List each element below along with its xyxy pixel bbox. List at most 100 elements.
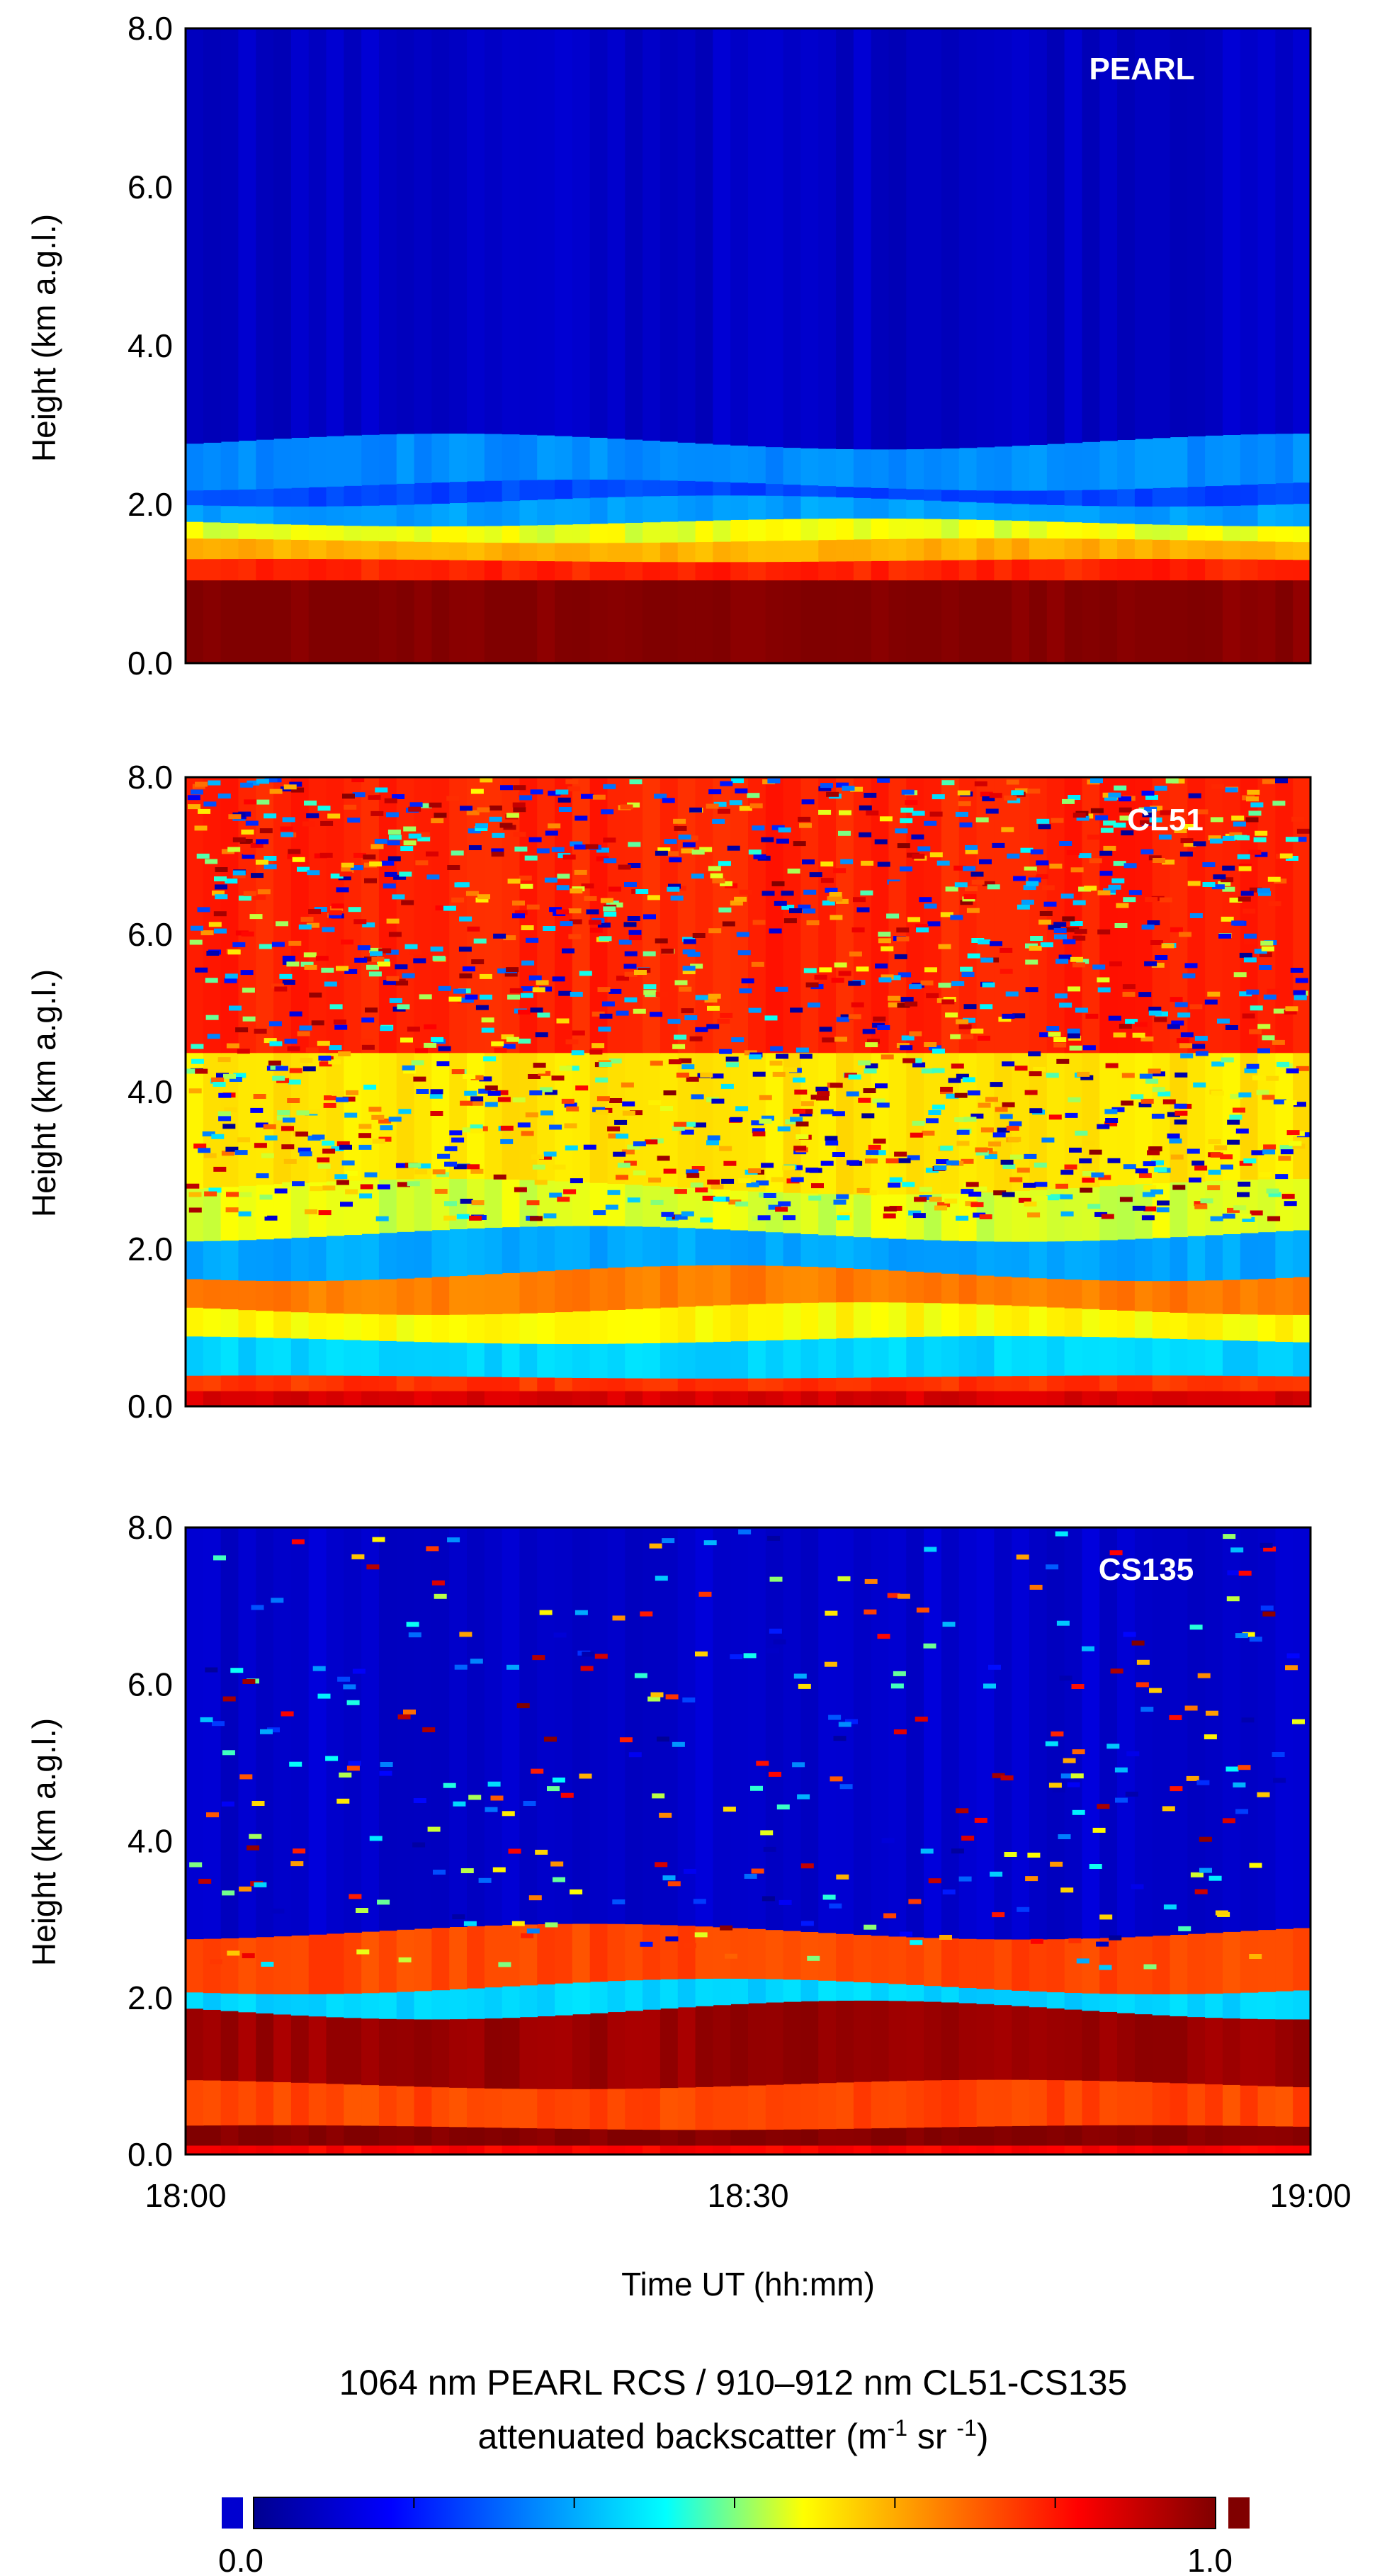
heatmap-cell xyxy=(748,2084,766,2130)
speckle-cell xyxy=(331,1146,344,1151)
speckle-cell xyxy=(1045,1741,1058,1746)
heatmap-cell xyxy=(748,1303,766,1341)
heatmap-cell xyxy=(818,518,837,541)
heatmap-cell xyxy=(976,1275,995,1305)
speckle-cell xyxy=(369,1836,383,1841)
speckle-cell xyxy=(951,1848,964,1854)
heatmap-cell xyxy=(642,1185,661,1227)
speckle-cell xyxy=(1060,893,1074,899)
heatmap-cell xyxy=(800,1390,820,1407)
speckle-cell xyxy=(1014,1066,1028,1071)
speckle-cell xyxy=(864,1578,878,1584)
speckle-cell xyxy=(1141,925,1155,930)
heatmap-cell xyxy=(256,1993,274,2013)
speckle-cell xyxy=(387,829,401,835)
heatmap-cell xyxy=(941,1052,960,1194)
speckle-cell xyxy=(479,1076,492,1082)
speckle-cell xyxy=(628,930,642,935)
heatmap-cell xyxy=(1046,558,1065,581)
speckle-cell xyxy=(1189,1625,1203,1630)
heatmap-cell xyxy=(1187,1527,1206,1934)
speckle-cell xyxy=(959,822,973,827)
heatmap-cell xyxy=(906,538,924,561)
heatmap-cell xyxy=(467,1987,485,2019)
speckle-cell xyxy=(1293,1102,1306,1107)
speckle-cell xyxy=(878,938,891,944)
heatmap-cell xyxy=(853,487,872,498)
heatmap-cell xyxy=(800,1979,820,2001)
heatmap-cell xyxy=(730,445,749,483)
speckle-cell xyxy=(341,1160,355,1165)
speckle-cell xyxy=(1174,1119,1187,1125)
speckle-cell xyxy=(924,903,937,909)
x-tick-label: 18:30 xyxy=(707,2177,788,2214)
speckle-cell xyxy=(668,1059,681,1065)
speckle-cell xyxy=(1090,778,1103,784)
heatmap-cell xyxy=(1134,1994,1153,2015)
speckle-cell xyxy=(377,1899,390,1905)
speckle-cell xyxy=(1180,838,1194,844)
heatmap-cell xyxy=(1170,1052,1189,1182)
heatmap-cell xyxy=(1012,1990,1030,2006)
heatmap-cell xyxy=(1170,2125,1189,2146)
heatmap-cell xyxy=(378,1340,397,1377)
speckle-cell xyxy=(865,1158,878,1164)
speckle-cell xyxy=(861,860,874,866)
heatmap-cell xyxy=(572,479,591,499)
heatmap-cell xyxy=(555,1923,573,1984)
speckle-cell xyxy=(599,1062,612,1067)
heatmap-cell xyxy=(730,2085,749,2130)
speckle-cell xyxy=(895,828,908,834)
heatmap-cell xyxy=(659,1226,679,1266)
speckle-cell xyxy=(640,1611,653,1617)
speckle-cell xyxy=(1143,1206,1157,1211)
heatmap-cell xyxy=(1240,434,1259,485)
heatmap-cell xyxy=(1064,2145,1083,2155)
heatmap-cell xyxy=(1205,2017,1223,2085)
heatmap-cell xyxy=(677,442,696,481)
speckle-cell xyxy=(518,792,531,798)
speckle-cell xyxy=(1262,779,1275,784)
speckle-cell xyxy=(1142,1192,1155,1197)
heatmap-cell xyxy=(484,1178,503,1228)
speckle-cell xyxy=(974,1186,987,1192)
speckle-cell xyxy=(912,1213,926,1219)
heatmap-cell xyxy=(607,1225,626,1268)
speckle-cell xyxy=(287,1046,300,1051)
heatmap-cell xyxy=(572,580,591,664)
speckle-cell xyxy=(1275,1174,1289,1180)
speckle-cell xyxy=(1060,1211,1074,1216)
heatmap-cell xyxy=(449,1275,468,1315)
heatmap-cell xyxy=(958,1938,978,1989)
heatmap-cell xyxy=(695,495,714,521)
speckle-cell xyxy=(202,1131,215,1136)
heatmap-cell xyxy=(994,502,1012,521)
speckle-cell xyxy=(1230,1547,1244,1553)
speckle-cell xyxy=(388,835,402,840)
heatmap-cell xyxy=(1082,1938,1101,1994)
heatmap-cell xyxy=(1152,1374,1171,1391)
speckle-cell xyxy=(353,852,366,858)
heatmap-cell xyxy=(1152,1311,1171,1339)
heatmap-cell xyxy=(976,490,995,503)
heatmap-cell xyxy=(1152,1280,1171,1313)
speckle-cell xyxy=(864,1924,877,1930)
speckle-cell xyxy=(1055,1183,1068,1189)
speckle-cell xyxy=(435,905,448,911)
heatmap-cell xyxy=(1134,1337,1153,1376)
speckle-cell xyxy=(535,1849,548,1855)
speckle-cell xyxy=(282,817,295,823)
heatmap-cell xyxy=(1012,777,1030,1053)
speckle-cell xyxy=(254,1143,267,1148)
speckle-cell xyxy=(1217,1018,1230,1024)
speckle-cell xyxy=(1257,1792,1270,1797)
speckle-cell xyxy=(358,1124,372,1129)
heatmap-cell xyxy=(659,580,679,664)
heatmap-cell xyxy=(853,777,872,1053)
heatmap-cell xyxy=(344,1180,362,1236)
heatmap-cell xyxy=(1117,523,1136,540)
heatmap-cell xyxy=(1012,1527,1030,1940)
heatmap-cell xyxy=(555,1225,573,1270)
heatmap-cell xyxy=(502,1272,521,1314)
speckle-cell xyxy=(553,1632,567,1638)
